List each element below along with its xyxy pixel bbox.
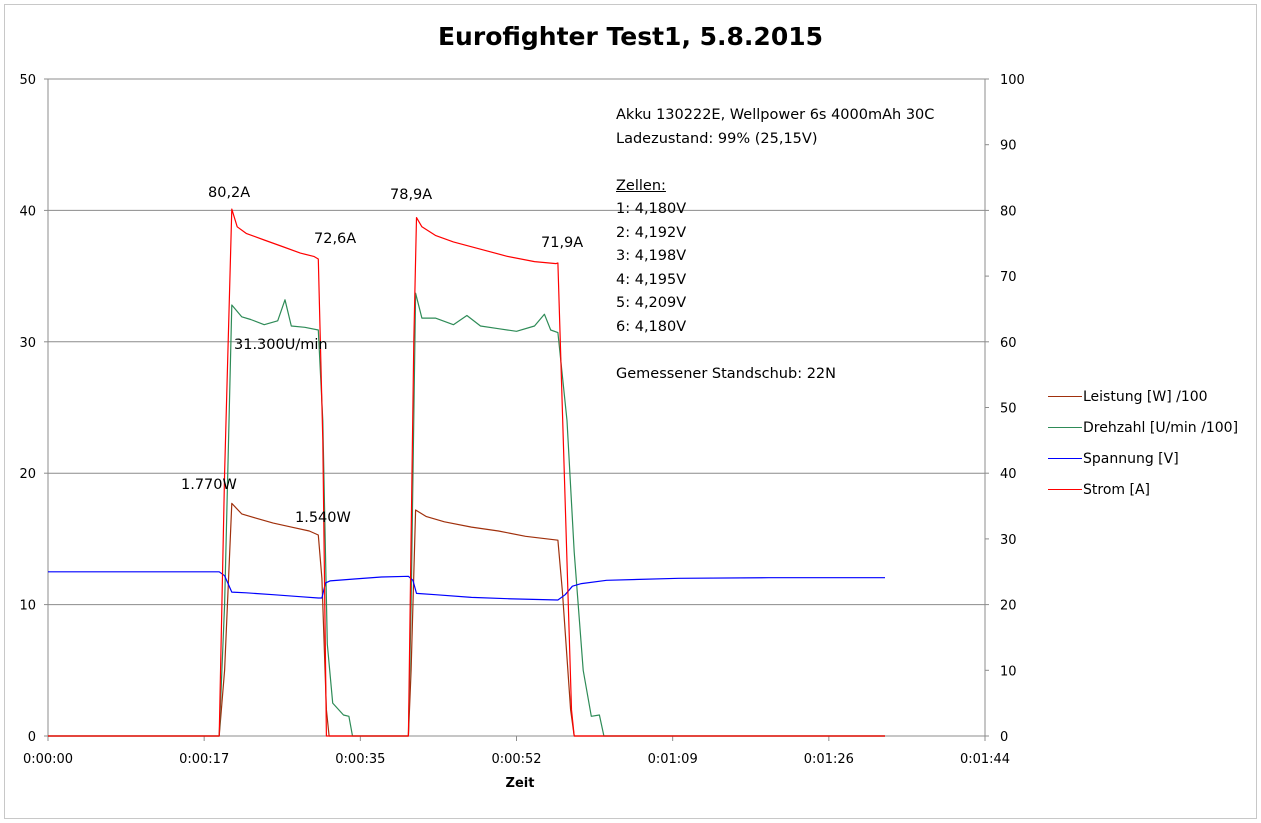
- y-right-tick-label: 30: [1000, 533, 1017, 548]
- cell-6: 6: 4,180V: [616, 318, 687, 335]
- y-left-tick-label: 50: [19, 73, 36, 88]
- cell-4: 4: 4,195V: [616, 271, 687, 288]
- chart-title: Eurofighter Test1, 5.8.2015: [437, 22, 824, 51]
- annotation-power-peak-1: 1.770W: [181, 477, 237, 493]
- x-tick-label: 0:01:44: [960, 752, 1010, 767]
- legend-item-strom: Strom [A]: [1048, 474, 1238, 505]
- y-right-tick-label: 70: [1000, 270, 1017, 285]
- legend-label: Strom [A]: [1083, 481, 1150, 498]
- y-right-tick-label: 0: [1000, 730, 1008, 745]
- legend-label: Spannung [V]: [1083, 450, 1179, 467]
- annotation-power-end-1: 1.540W: [295, 510, 351, 526]
- annotation-rpm: 31.300U/min: [234, 337, 328, 353]
- info-box: Akku 130222E, Wellpower 6s 4000mAh 30C L…: [616, 104, 934, 386]
- y-right-tick-label: 80: [1000, 204, 1017, 219]
- legend-swatch: [1048, 396, 1082, 397]
- legend: Leistung [W] /100 Drehzahl [U/min /100] Sp…: [1048, 381, 1238, 505]
- y-left-tick-label: 10: [19, 599, 36, 614]
- y-left-tick-label: 0: [28, 730, 36, 745]
- legend-swatch: [1048, 427, 1082, 428]
- y-right-tick-label: 60: [1000, 336, 1017, 351]
- series-line-spannung: [48, 571, 885, 601]
- y-right-tick-label: 50: [1000, 402, 1017, 417]
- annotation-peak-current-2: 78,9A: [390, 187, 433, 203]
- annotation-peak-current-1: 80,2A: [208, 185, 251, 201]
- series-line-strom: [48, 208, 885, 737]
- x-tick-label: 0:00:52: [491, 752, 541, 767]
- legend-item-leistung: Leistung [W] /100: [1048, 381, 1238, 412]
- x-tick-label: 0:00:17: [179, 752, 229, 767]
- series-line-drehzahl: [48, 292, 885, 737]
- legend-label: Drehzahl [U/min /100]: [1083, 419, 1239, 436]
- battery-info: Akku 130222E, Wellpower 6s 4000mAh 30C: [616, 107, 935, 123]
- legend-item-drehzahl: Drehzahl [U/min /100]: [1048, 412, 1238, 443]
- x-axis-label: Zeit: [505, 776, 535, 791]
- y-right-tick-label: 100: [1000, 73, 1025, 88]
- cell-1: 1: 4,180V: [616, 201, 687, 217]
- y-left-tick-label: 40: [19, 204, 36, 219]
- legend-swatch: [1048, 489, 1082, 490]
- y-left-tick-label: 20: [19, 467, 36, 482]
- chart-frame: [4, 4, 1257, 819]
- y-right-tick-label: 10: [1000, 664, 1017, 679]
- cell-3: 3: 4,198V: [616, 248, 687, 264]
- x-tick-label: 0:01:09: [648, 752, 698, 767]
- x-tick-label: 0:00:00: [23, 752, 73, 767]
- legend-item-spannung: Spannung [V]: [1048, 443, 1238, 474]
- y-right-tick-label: 90: [1000, 139, 1017, 154]
- y-right-tick-label: 40: [1000, 467, 1017, 482]
- y-left-tick-label: 30: [19, 336, 36, 351]
- legend-label: Leistung [W] /100: [1083, 388, 1208, 405]
- series-line-leistung: [48, 502, 885, 737]
- y-right-tick-label: 20: [1000, 599, 1017, 614]
- cells-heading: Zellen:: [616, 177, 666, 194]
- annotation-end-current-1: 72,6A: [314, 231, 357, 247]
- annotation-end-current-2: 71,9A: [541, 235, 584, 251]
- charge-info: Ladezustand: 99% (25,15V): [616, 130, 818, 147]
- legend-swatch: [1048, 458, 1082, 459]
- cell-5: 5: 4,209V: [616, 295, 687, 311]
- x-tick-label: 0:01:26: [804, 752, 854, 767]
- thrust-info: Gemessener Standschub: 22N: [616, 365, 836, 382]
- x-tick-label: 0:00:35: [335, 752, 385, 767]
- cell-2: 2: 4,192V: [616, 224, 687, 241]
